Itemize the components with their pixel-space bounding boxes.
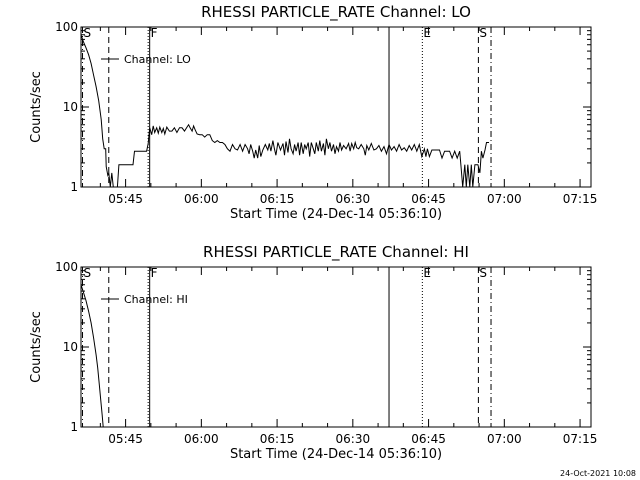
x-tick-label: 07:15 [563,192,598,206]
event-marker-label: S [84,266,92,280]
event-marker-label: S [479,26,487,40]
event-marker-label: F [151,26,158,40]
y-tick-label: 100 [55,20,78,34]
footer-date: 24-Oct-2021 10:08 [560,469,636,478]
plot-frame [80,26,592,188]
x-tick-label: 06:30 [336,432,371,446]
chart-title: RHESSI PARTICLE_RATE Channel: LO [201,3,471,22]
event-marker-label: E [423,266,431,280]
x-tick-label: 07:00 [487,192,522,206]
y-tick-label: 100 [55,260,78,274]
hi-channel-plot: RHESSI PARTICLE_RATE Channel: HI 1 10 100 05… [29,243,597,462]
y-tick-label: 10 [63,100,78,114]
x-axis-label: Start Time (24-Dec-14 05:36:10) [230,207,442,222]
chart-title: RHESSI PARTICLE_RATE Channel: HI [203,243,469,262]
x-tick-label: 05:45 [108,432,143,446]
event-marker-label: F [151,266,158,280]
x-tick-label: 07:00 [487,432,522,446]
series-line [80,34,489,188]
y-axis-label: Counts/sec [29,71,44,143]
x-axis-label: Start Time (24-Dec-14 05:36:10) [230,447,442,462]
x-tick-label: 06:00 [184,192,219,206]
x-tick-label: 06:45 [411,192,446,206]
y-axis-label: Counts/sec [29,311,44,383]
lo-channel-plot: RHESSI PARTICLE_RATE Channel: LO 1 10 100 05… [29,3,597,222]
plot-frame [80,266,592,428]
event-marker-label: E [423,26,431,40]
event-marker-label: S [479,266,487,280]
x-tick-label: 05:45 [108,192,143,206]
series-line [80,284,104,428]
legend-label: Channel: LO [124,53,191,66]
y-tick-label: 10 [63,340,78,354]
y-tick-label: 1 [70,180,78,194]
x-tick-label: 06:00 [184,432,219,446]
x-tick-label: 07:15 [563,432,598,446]
x-tick-label: 06:15 [260,192,295,206]
x-tick-label: 06:15 [260,432,295,446]
event-marker-label: S [84,26,92,40]
legend-label: Channel: HI [124,293,188,306]
x-tick-label: 06:30 [336,192,371,206]
y-tick-label: 1 [70,420,78,434]
x-tick-label: 06:45 [411,432,446,446]
